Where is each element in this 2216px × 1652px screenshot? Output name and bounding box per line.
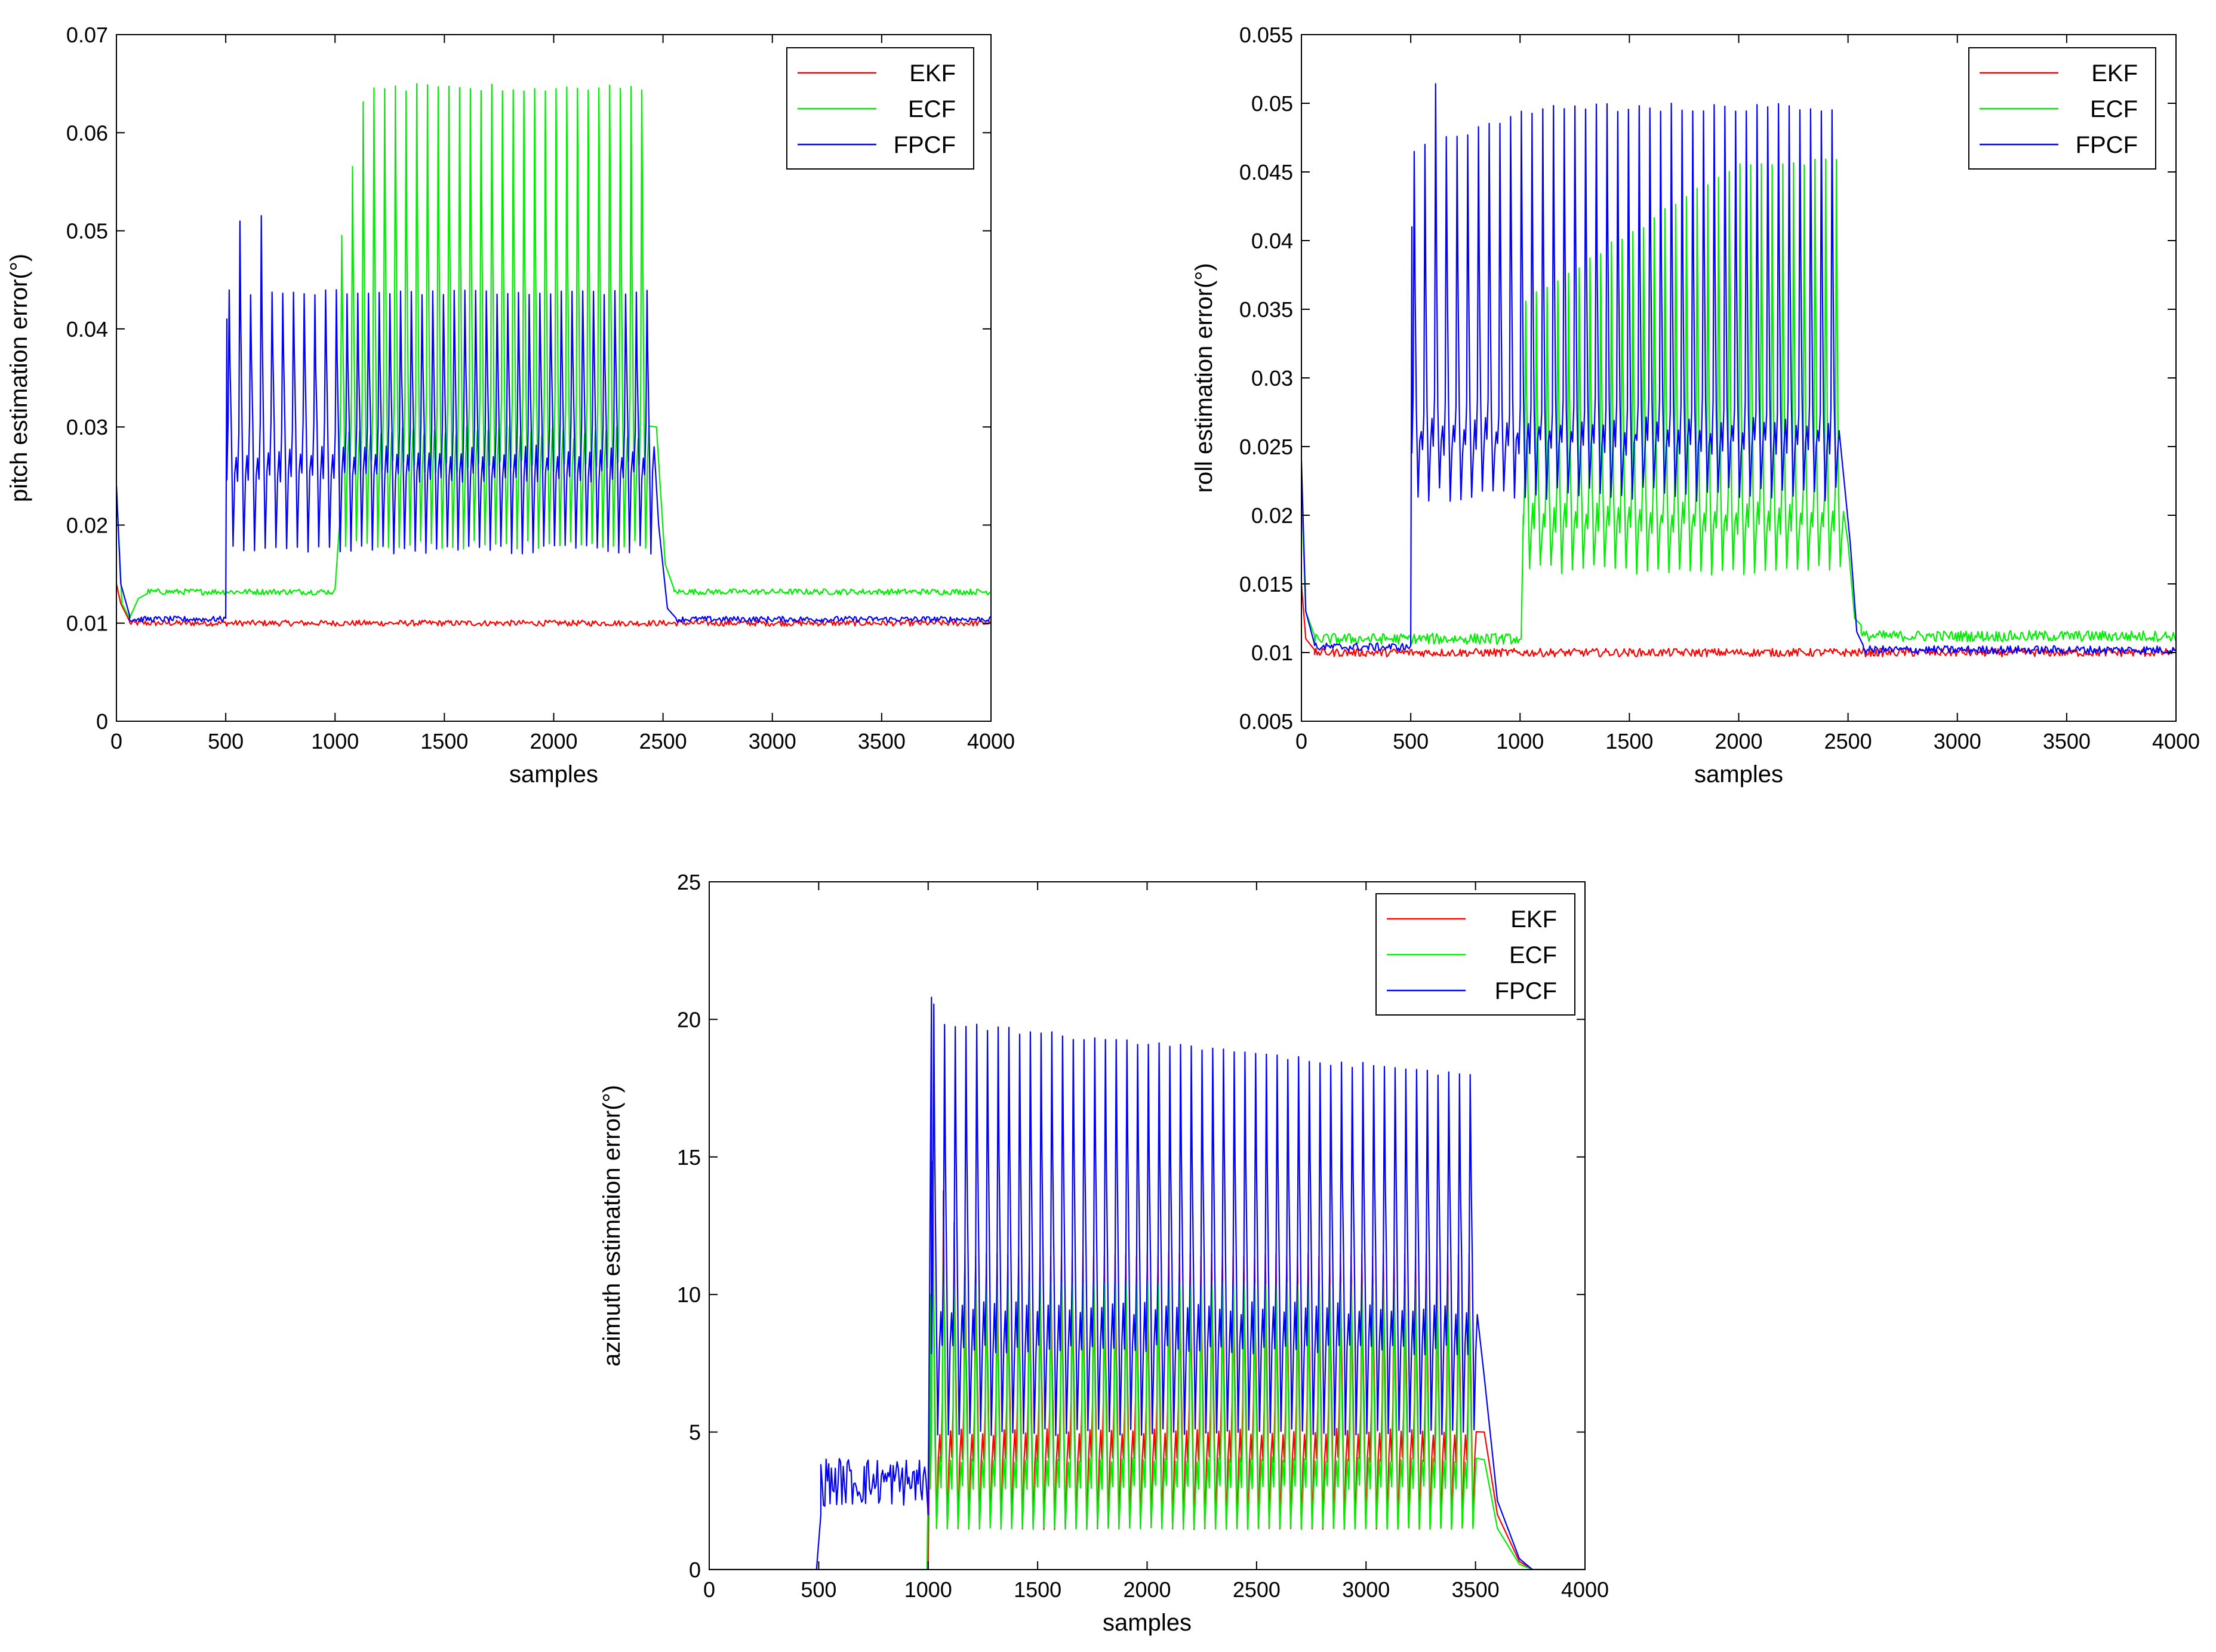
y-tick-label: 0.01 bbox=[66, 611, 108, 636]
x-tick-label: 3000 bbox=[1934, 729, 1981, 753]
series-line-ekf bbox=[116, 583, 991, 627]
series-line-ecf bbox=[116, 83, 991, 619]
x-tick-label: 4000 bbox=[1561, 1577, 1609, 1602]
x-tick-label: 3000 bbox=[749, 729, 796, 753]
y-tick-label: 10 bbox=[677, 1282, 701, 1307]
legend-label-ekf: EKF bbox=[1510, 906, 1557, 933]
x-tick-label: 2000 bbox=[530, 729, 577, 753]
series-line-fpcf bbox=[116, 215, 991, 623]
legend-label-ekf: EKF bbox=[2091, 60, 2138, 87]
chart-panel: 0 500 1000 1500 2000 2500 3000 3500 4000 0 0.01 0.0… bbox=[6, 23, 1015, 787]
y-tick-label: 0.015 bbox=[1239, 572, 1293, 596]
y-tick-label: 0.005 bbox=[1239, 709, 1293, 734]
x-tick-label: 0 bbox=[110, 729, 122, 753]
x-tick-label: 2000 bbox=[1123, 1577, 1171, 1602]
y-tick-label: 25 bbox=[677, 870, 701, 894]
y-tick-label: 0.045 bbox=[1239, 160, 1293, 184]
y-tick-label: 15 bbox=[677, 1145, 701, 1170]
x-tick-label: 500 bbox=[208, 729, 244, 753]
y-tick-label: 0.05 bbox=[66, 219, 108, 244]
y-axis-title: azimuth estimation error(°) bbox=[599, 1085, 625, 1367]
legend: EKF ECF FPCF bbox=[1968, 47, 2156, 170]
x-tick-label: 2500 bbox=[1824, 729, 1872, 753]
x-axis-title: samples bbox=[509, 761, 598, 787]
x-tick-label: 0 bbox=[1295, 729, 1307, 753]
series-line-ecf bbox=[1301, 158, 2176, 645]
y-tick-label: 0.025 bbox=[1239, 435, 1293, 459]
y-tick-label: 0.04 bbox=[66, 317, 108, 342]
series-line-fpcf bbox=[709, 996, 1585, 1570]
x-tick-label: 2500 bbox=[1233, 1577, 1281, 1602]
legend-label-ecf: ECF bbox=[2090, 96, 2138, 122]
x-tick-label: 4000 bbox=[2152, 729, 2200, 753]
x-tick-label: 2000 bbox=[1715, 729, 1762, 753]
y-tick-label: 0.03 bbox=[1251, 366, 1293, 390]
legend-label-fpcf: FPCF bbox=[894, 132, 956, 158]
x-tick-label: 3500 bbox=[858, 729, 906, 753]
series-group bbox=[116, 83, 991, 627]
legend-label-fpcf: FPCF bbox=[1495, 978, 1557, 1004]
x-axis-title: samples bbox=[1694, 761, 1783, 787]
y-tick-label: 0.06 bbox=[66, 121, 108, 145]
x-tick-label: 3500 bbox=[2043, 729, 2091, 753]
y-axis-title: pitch estimation error(°) bbox=[6, 254, 32, 502]
y-tick-label: 0.01 bbox=[1251, 641, 1293, 665]
y-axis-title: roll estimation error(°) bbox=[1191, 263, 1217, 493]
y-tick-label: 0.03 bbox=[66, 415, 108, 439]
chart-panel: 0 500 1000 1500 2000 2500 3000 3500 4000 0.005 0.0… bbox=[1191, 23, 2200, 787]
y-tick-label: 0.07 bbox=[66, 23, 108, 47]
y-tick-label: 0 bbox=[96, 709, 108, 734]
x-tick-label: 3000 bbox=[1342, 1577, 1390, 1602]
legend-label-fpcf: FPCF bbox=[2076, 132, 2138, 158]
y-tick-label: 0.05 bbox=[1251, 91, 1293, 116]
x-tick-label: 500 bbox=[1393, 729, 1429, 753]
y-tick-label: 0.035 bbox=[1239, 297, 1293, 322]
legend: EKF ECF FPCF bbox=[786, 47, 974, 170]
x-tick-label: 0 bbox=[703, 1577, 715, 1602]
x-tick-label: 3500 bbox=[1452, 1577, 1500, 1602]
y-tick-label: 20 bbox=[677, 1007, 701, 1032]
series-group bbox=[1301, 83, 2176, 657]
y-tick-label: 5 bbox=[689, 1420, 701, 1445]
x-tick-label: 1500 bbox=[420, 729, 468, 753]
legend-label-ecf: ECF bbox=[908, 96, 956, 122]
x-tick-label: 500 bbox=[801, 1577, 836, 1602]
chart-panel: 0 500 1000 1500 2000 2500 3000 3500 4000 0 5 10 15 20… bbox=[599, 870, 1609, 1636]
y-tick-label: 0.055 bbox=[1239, 23, 1293, 47]
y-tick-label: 0.04 bbox=[1251, 229, 1293, 253]
series-line-ekf bbox=[1301, 583, 2176, 657]
y-tick-label: 0.02 bbox=[1251, 503, 1293, 528]
series-group bbox=[709, 996, 1585, 1570]
x-tick-label: 1000 bbox=[904, 1577, 952, 1602]
series-line-fpcf bbox=[1301, 83, 2176, 655]
x-tick-label: 4000 bbox=[967, 729, 1015, 753]
x-axis-title: samples bbox=[1103, 1610, 1192, 1636]
y-tick-label: 0.02 bbox=[66, 513, 108, 537]
x-tick-label: 1500 bbox=[1605, 729, 1653, 753]
legend-label-ecf: ECF bbox=[1509, 942, 1557, 968]
legend: EKF ECF FPCF bbox=[1375, 893, 1575, 1016]
legend-label-ekf: EKF bbox=[909, 60, 956, 87]
x-tick-label: 2500 bbox=[639, 729, 687, 753]
y-tick-label: 0 bbox=[689, 1558, 701, 1582]
x-tick-label: 1500 bbox=[1014, 1577, 1061, 1602]
x-tick-label: 1000 bbox=[311, 729, 359, 753]
x-tick-label: 1000 bbox=[1496, 729, 1544, 753]
